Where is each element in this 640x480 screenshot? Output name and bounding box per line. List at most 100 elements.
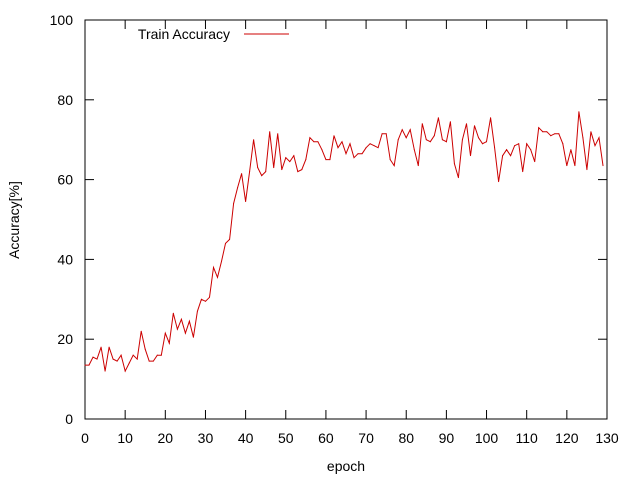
data-point xyxy=(249,171,251,173)
data-point xyxy=(104,370,106,372)
data-point xyxy=(393,165,395,167)
data-point xyxy=(514,145,516,147)
data-point xyxy=(486,141,488,143)
x-tick-label: 90 xyxy=(439,430,455,446)
train-accuracy-line xyxy=(85,111,604,373)
data-point xyxy=(526,143,528,145)
data-point xyxy=(518,143,520,145)
data-point xyxy=(530,149,532,151)
data-point xyxy=(542,131,544,133)
data-point xyxy=(361,153,363,155)
data-point xyxy=(574,165,576,167)
data-point xyxy=(389,159,391,161)
data-point xyxy=(554,133,556,135)
data-point xyxy=(144,348,146,350)
data-point xyxy=(546,131,548,133)
data-point xyxy=(510,155,512,157)
data-point xyxy=(594,145,596,147)
data-point xyxy=(196,310,198,312)
data-point xyxy=(381,133,383,135)
x-tick-label: 80 xyxy=(398,430,414,446)
data-point xyxy=(293,155,295,157)
data-point xyxy=(473,125,475,127)
data-point xyxy=(329,159,331,161)
x-tick-label: 20 xyxy=(158,430,174,446)
data-point xyxy=(337,147,339,149)
data-point xyxy=(96,358,98,360)
data-point xyxy=(421,123,423,125)
data-point xyxy=(140,330,142,332)
data-point xyxy=(445,141,447,143)
y-tick-label: 40 xyxy=(57,251,73,267)
data-point xyxy=(598,137,600,139)
data-point xyxy=(417,165,419,167)
data-point xyxy=(582,137,584,139)
data-point xyxy=(297,171,299,173)
data-point xyxy=(221,260,223,262)
data-point xyxy=(429,141,431,143)
data-point xyxy=(261,175,263,177)
data-point xyxy=(192,336,194,338)
x-axis-ticks: 0 10 20 30 40 50 60 70 80 90 100 110 120 130 xyxy=(81,20,619,446)
data-point xyxy=(180,318,182,320)
data-point xyxy=(562,143,564,145)
data-point xyxy=(237,187,239,189)
data-point xyxy=(273,167,275,169)
data-point xyxy=(277,133,279,135)
y-axis-label: Accuracy[%] xyxy=(6,181,22,259)
data-point xyxy=(449,121,451,123)
data-point xyxy=(534,161,536,163)
data-point xyxy=(325,159,327,161)
data-point xyxy=(124,370,126,372)
data-point xyxy=(301,169,303,171)
data-point xyxy=(369,143,371,145)
data-point xyxy=(152,360,154,362)
data-point xyxy=(84,364,86,366)
data-point xyxy=(425,139,427,141)
data-point xyxy=(188,320,190,322)
data-point xyxy=(341,141,343,143)
data-point xyxy=(233,203,235,205)
data-point xyxy=(148,360,150,362)
data-point xyxy=(590,131,592,133)
data-point xyxy=(461,139,463,141)
data-point xyxy=(441,139,443,141)
data-point xyxy=(184,332,186,334)
data-point xyxy=(289,161,291,163)
data-point xyxy=(309,137,311,139)
data-point xyxy=(469,155,471,157)
data-point xyxy=(570,149,572,151)
y-tick-label: 80 xyxy=(57,92,73,108)
data-point xyxy=(385,133,387,135)
data-point xyxy=(405,137,407,139)
y-tick-label: 0 xyxy=(65,411,73,427)
data-point xyxy=(453,163,455,165)
data-point xyxy=(413,149,415,151)
data-point xyxy=(217,276,219,278)
data-point xyxy=(494,147,496,149)
data-point xyxy=(457,177,459,179)
data-point xyxy=(498,181,500,183)
data-point xyxy=(566,165,568,167)
data-point xyxy=(586,169,588,171)
data-point xyxy=(160,354,162,356)
data-point xyxy=(200,298,202,300)
data-point xyxy=(88,364,90,366)
x-tick-label: 40 xyxy=(238,430,254,446)
data-point xyxy=(357,153,359,155)
data-point xyxy=(482,143,484,145)
y-tick-label: 20 xyxy=(57,331,73,347)
data-point xyxy=(558,133,560,135)
x-tick-label: 110 xyxy=(516,430,539,446)
data-point xyxy=(116,360,118,362)
data-point xyxy=(120,354,122,356)
x-axis-label: epoch xyxy=(327,458,365,474)
x-tick-label: 120 xyxy=(555,430,579,446)
data-point xyxy=(433,135,435,137)
data-point xyxy=(269,131,271,133)
data-point xyxy=(538,127,540,129)
data-point xyxy=(305,159,307,161)
data-point xyxy=(204,300,206,302)
data-point xyxy=(522,171,524,173)
